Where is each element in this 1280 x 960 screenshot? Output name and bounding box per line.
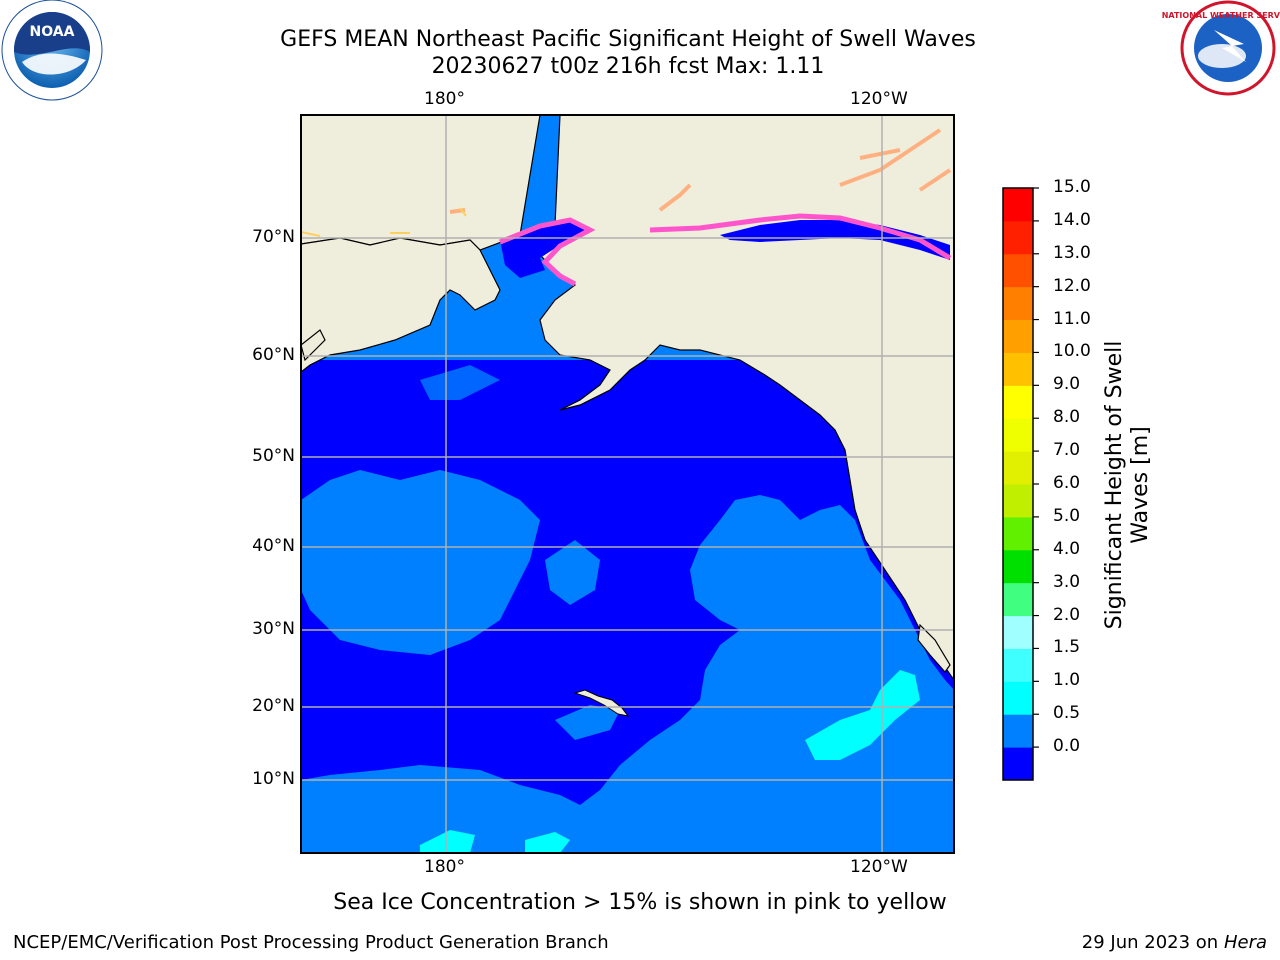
colorbar-segment	[1003, 648, 1033, 682]
colorbar-segment	[1003, 582, 1033, 617]
footer-date-text: 29 Jun 2023 on	[1081, 932, 1219, 953]
colorbar-segment	[1003, 681, 1033, 715]
colorbar-tick-label: 14.0	[1053, 209, 1091, 230]
lat-label-60n: 60°N	[252, 345, 295, 365]
colorbar-tick-label: 4.0	[1053, 538, 1081, 559]
nws-logo: NATIONAL WEATHER SERVICE	[1162, 0, 1280, 96]
lat-label-70n: 70°N	[252, 227, 295, 247]
colorbar-tick-label: 1.5	[1053, 637, 1081, 658]
colorbar-tick-label: 8.0	[1053, 407, 1081, 428]
colorbar-segment	[1003, 516, 1033, 551]
colorbar-tick-label: 6.0	[1053, 473, 1081, 493]
colorbar-segment	[1003, 385, 1033, 419]
colorbar-segment	[1003, 747, 1033, 781]
land-kamchatka	[301, 329, 326, 362]
lat-label-30n: 30°N	[252, 619, 295, 639]
colorbar-tick-label: 10.0	[1053, 341, 1091, 362]
lon-label-bottom-120w: 120°W	[850, 857, 908, 877]
colorbar-tick-label: 1.0	[1053, 670, 1081, 691]
ocean-swell-patch-west	[301, 470, 540, 655]
ocean-swell-1.0-1.5-south	[420, 830, 475, 853]
colorbar-tick-label: 12.0	[1053, 275, 1091, 296]
colorbar-tick-label: 2.0	[1053, 604, 1081, 625]
sea-ice-edge	[301, 207, 467, 237]
ocean-swell-1.0-1.5-south2	[525, 832, 570, 853]
map-gridlines	[301, 115, 954, 853]
footer-machine: Hera	[1223, 932, 1267, 953]
map-frame	[300, 114, 955, 854]
land-hawaii	[573, 689, 630, 717]
ocean-swell-patch-north	[420, 365, 500, 400]
colorbar-segment	[1003, 286, 1033, 321]
colorbar-tick-label: 7.0	[1053, 440, 1081, 461]
colorbar-segment	[1003, 549, 1033, 584]
colorbar-tick-label: 15.0	[1053, 177, 1091, 197]
land-baja	[917, 623, 951, 673]
colorbar-title: Significant Height of Swell Waves [m]	[1102, 340, 1153, 630]
ocean-swell-1.0-1.5-east	[805, 670, 920, 760]
colorbar	[1003, 187, 1039, 781]
land-north-america	[539, 115, 954, 682]
chart-title: GEFS MEAN Northeast Pacific Significant …	[280, 27, 976, 52]
colorbar-tick-label: 0.5	[1053, 703, 1081, 724]
colorbar-tick-label: 0.0	[1053, 736, 1081, 757]
footer-date: 29 Jun 2023 on Hera	[1082, 932, 1267, 953]
lon-label-top-120w: 120°W	[850, 89, 908, 109]
colorbar-segment	[1003, 352, 1033, 386]
lon-label-bottom-180: 180°	[424, 857, 465, 877]
noaa-logo-text: NOAA	[30, 24, 75, 40]
land-chukotka	[301, 237, 501, 373]
lat-label-10n: 10°N	[252, 769, 295, 789]
colorbar-segment	[1003, 714, 1033, 748]
sea-ice-note: Sea Ice Concentration > 15% is shown in …	[333, 890, 947, 915]
noaa-logo: NOAA	[1, 0, 103, 101]
sea-ice-archipelago	[449, 128, 952, 214]
chart-subtitle: 20230627 t00z 216h fcst Max: 1.11	[431, 54, 825, 79]
colorbar-frame	[1002, 187, 1034, 781]
colorbar-segment	[1003, 615, 1033, 649]
lat-label-50n: 50°N	[252, 446, 295, 466]
lat-label-20n: 20°N	[252, 696, 295, 716]
map-area	[301, 115, 954, 853]
land-asia	[301, 115, 541, 251]
colorbar-tick-label: 3.0	[1053, 571, 1081, 592]
colorbar-tick-label: 5.0	[1053, 505, 1081, 526]
nws-logo-text: NATIONAL WEATHER SERVICE	[1162, 11, 1280, 20]
footer-credit: NCEP/EMC/Verification Post Processing Pr…	[13, 932, 609, 953]
ocean-swell-patch-central	[545, 540, 600, 605]
colorbar-tick-label: 13.0	[1053, 242, 1091, 263]
colorbar-tick-label: 9.0	[1053, 374, 1081, 395]
colorbar-segment	[1003, 319, 1033, 353]
colorbar-segment	[1003, 220, 1033, 255]
colorbar-segment	[1003, 253, 1033, 288]
colorbar-tick-label: 11.0	[1053, 308, 1091, 329]
lon-label-top-180: 180°	[424, 89, 465, 109]
colorbar-segment	[1003, 418, 1033, 452]
colorbar-segment	[1003, 484, 1033, 518]
colorbar-segment	[1003, 188, 1033, 222]
colorbar-segment	[1003, 451, 1033, 485]
lat-label-40n: 40°N	[252, 536, 295, 556]
ocean-swell-patch-hawaii	[555, 705, 620, 740]
ocean-swell-0-0.5	[301, 360, 954, 805]
